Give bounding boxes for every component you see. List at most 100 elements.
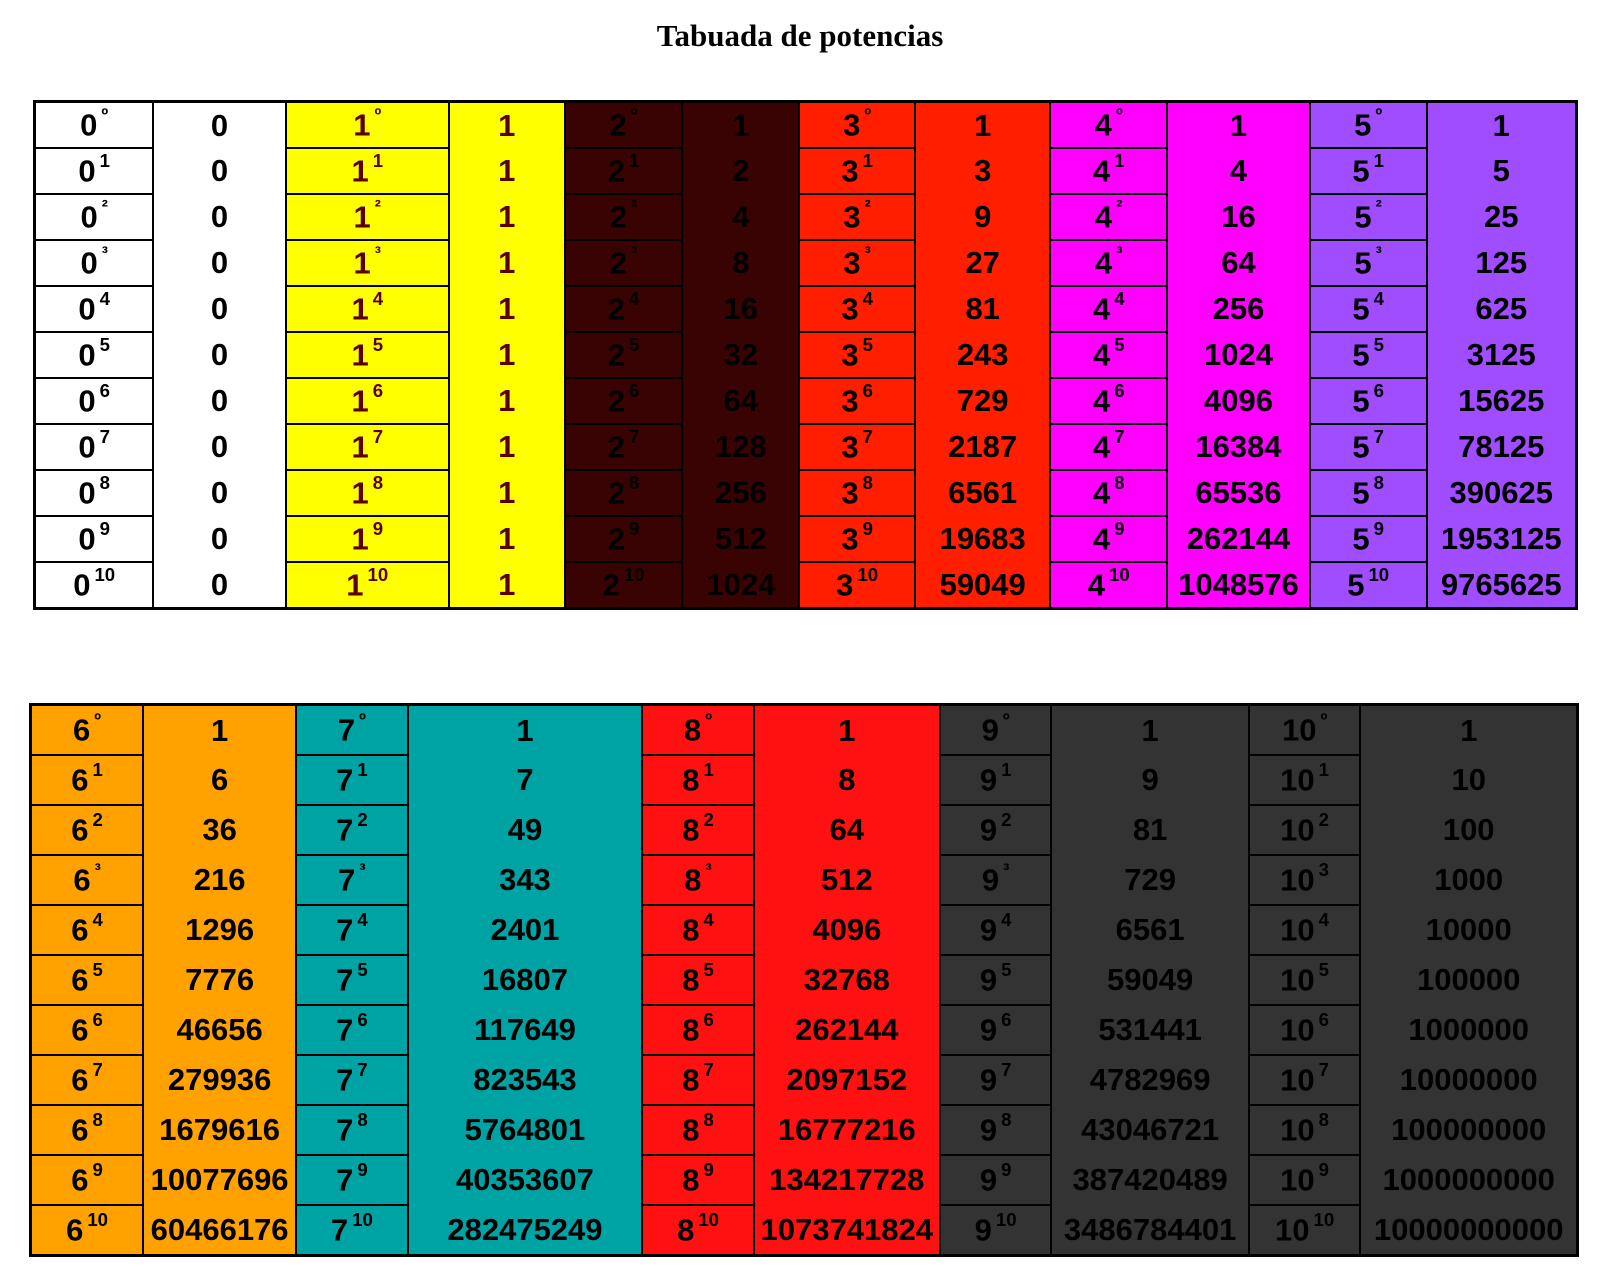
power-base: 0: [78, 521, 96, 557]
power-exponent: 8: [92, 1109, 103, 1131]
power-base: 3: [841, 429, 859, 465]
power-base: 3: [841, 291, 859, 327]
power-value: 6561: [1050, 905, 1250, 955]
power-exponent: 4: [1114, 288, 1125, 310]
power-value: 40353607: [406, 1155, 644, 1205]
power-exponent: º: [1320, 709, 1328, 731]
power-exponent: 6: [92, 1009, 103, 1031]
power-exponent: 1: [372, 150, 384, 172]
power-exponent: ³: [705, 859, 712, 881]
power-exponent: 1: [99, 150, 110, 172]
power-cell: 10 º: [1247, 703, 1362, 756]
power-base: 5: [1352, 429, 1370, 465]
power-value: 243: [913, 332, 1052, 378]
power-base: 5: [1352, 383, 1370, 419]
power-cell: 10 8: [1247, 1104, 1362, 1156]
power-value: 262144: [1166, 516, 1311, 562]
power-value: 282475249: [406, 1205, 644, 1256]
power-base: 6: [73, 862, 91, 898]
power-value: 10000: [1359, 905, 1579, 955]
power-value: 10000000000: [1359, 1205, 1579, 1256]
power-value: 1: [1050, 704, 1250, 755]
power-value: 6561: [913, 470, 1052, 516]
power-exponent: ³: [1375, 242, 1382, 264]
power-value: 1679616: [142, 1105, 298, 1155]
power-value: 729: [913, 378, 1052, 424]
power-exponent: 7: [357, 1059, 368, 1081]
power-value: 256: [1166, 286, 1311, 332]
table-row: 0 6 0 1 6 1 2 6 64 3 6 729 4 6 4096 5 6 15625: [33, 377, 1578, 425]
power-value: 5: [1425, 148, 1578, 194]
power-base: 7: [336, 1012, 354, 1048]
power-exponent: 4: [703, 909, 714, 931]
power-value: 19683: [913, 516, 1052, 562]
power-value: 512: [752, 855, 941, 905]
table-row: 6 2 36 7 2 49 8 2 64 9 2 81 10 2 100: [29, 804, 1579, 856]
power-cell: 4 10: [1049, 561, 1169, 610]
power-value: 343: [406, 855, 644, 905]
power-value: 4: [1166, 148, 1311, 194]
power-exponent: 1: [703, 759, 714, 781]
power-base: 4: [1092, 521, 1111, 557]
power-base: 0: [78, 383, 96, 419]
power-base: 5: [1352, 475, 1370, 511]
table-row: 6 4 1296 7 4 2401 8 4 4096 9 4 6561 10 4 10000: [29, 904, 1579, 956]
power-value: 59049: [1050, 955, 1250, 1005]
power-exponent: 8: [1114, 472, 1125, 494]
power-exponent: 7: [99, 426, 110, 448]
power-base: 2: [607, 475, 626, 511]
power-exponent: 1: [92, 759, 103, 781]
power-base: 1: [346, 567, 364, 603]
power-value: 4: [681, 194, 801, 240]
power-exponent: 9: [862, 518, 873, 540]
power-exponent: 8: [629, 472, 640, 494]
power-exponent: º: [630, 104, 638, 126]
power-exponent: 5: [703, 959, 714, 981]
power-base: 6: [73, 712, 91, 748]
power-exponent: º: [1002, 709, 1010, 731]
power-value: 5764801: [406, 1105, 644, 1155]
power-base: 2: [607, 153, 626, 189]
power-exponent: 5: [357, 959, 368, 981]
power-exponent: 4: [92, 909, 103, 931]
power-base: 1: [353, 107, 371, 143]
power-base: 6: [71, 1062, 89, 1098]
power-base: 9: [974, 1212, 992, 1248]
power-exponent: 10: [857, 564, 879, 586]
power-exponent: 2: [1318, 809, 1329, 831]
power-cell: 10 2: [1247, 804, 1362, 856]
power-exponent: 5: [862, 334, 873, 356]
power-base: 9: [981, 712, 999, 748]
power-value: 1: [447, 332, 566, 378]
power-value: 4782969: [1050, 1055, 1250, 1105]
power-base: 8: [682, 1062, 700, 1098]
power-base: 3: [841, 337, 859, 373]
power-base: 6: [71, 1012, 89, 1048]
power-value: 1: [447, 470, 566, 516]
